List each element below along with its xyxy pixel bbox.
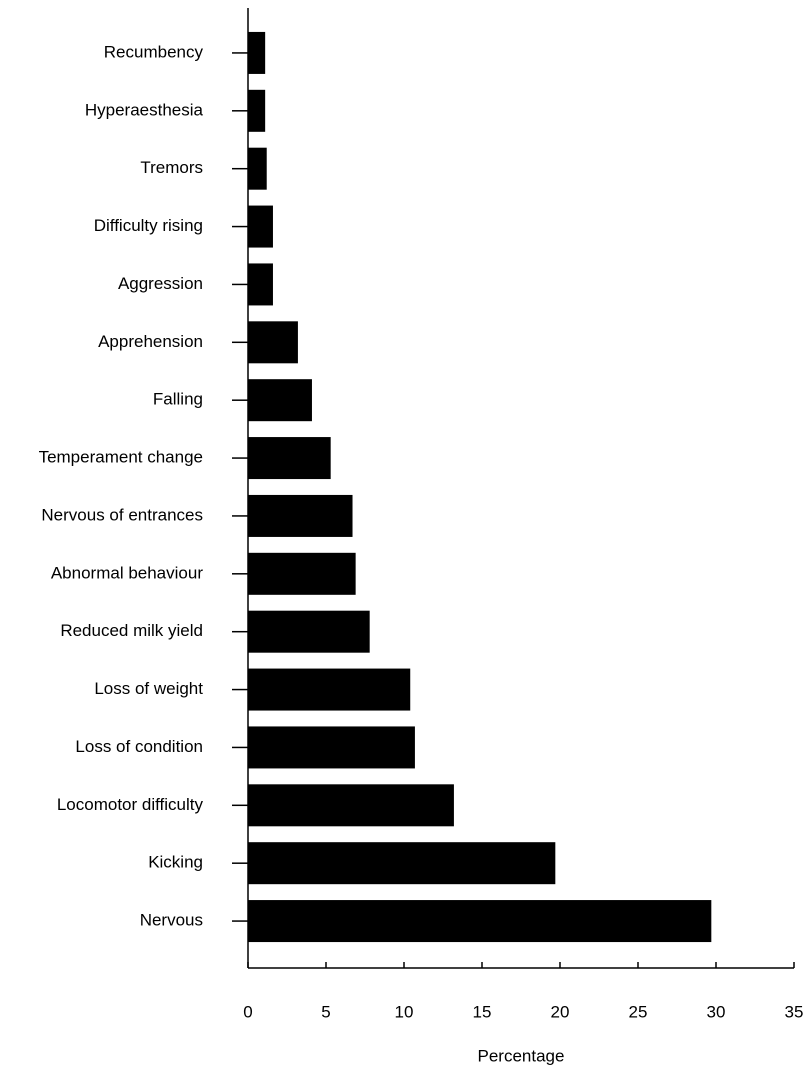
y-tick-label: Difficulty rising [94,216,203,235]
y-tick-label: Apprehension [98,332,203,351]
bar [248,89,266,132]
x-tick-label: 20 [551,1002,570,1021]
bar [248,726,415,769]
y-tick-label: Aggression [118,274,203,293]
y-tick-label: Temperament change [39,448,203,467]
bar [248,321,298,364]
bar [248,610,370,653]
y-tick-label: Falling [153,390,203,409]
bar [248,263,273,306]
bar [248,31,266,74]
x-axis-title: Percentage [478,1046,565,1065]
y-tick-label: Abnormal behaviour [51,563,203,582]
y-tick-label: Hyperaesthesia [85,100,204,119]
y-tick-label: Nervous of entrances [41,505,203,524]
x-tick-label: 5 [321,1002,330,1021]
x-tick-label: 30 [707,1002,726,1021]
y-tick-label: Locomotor difficulty [57,795,204,814]
y-tick-label: Tremors [140,158,203,177]
x-tick-label: 25 [629,1002,648,1021]
y-tick-label: Reduced milk yield [60,621,203,640]
bar [248,494,353,537]
bar [248,379,312,422]
x-tick-label: 10 [395,1002,414,1021]
bar [248,552,356,595]
y-tick-label: Kicking [148,853,203,872]
y-tick-label: Loss of weight [94,679,203,698]
x-tick-label: 0 [243,1002,252,1021]
bar [248,842,556,885]
bar [248,668,411,711]
bar [248,437,331,480]
bar [248,205,273,248]
bar [248,147,267,190]
y-tick-label: Nervous [140,911,203,930]
x-tick-label: 35 [785,1002,804,1021]
bar [248,784,454,827]
y-tick-label: Recumbency [104,42,204,61]
x-tick-label: 15 [473,1002,492,1021]
y-tick-label: Loss of condition [75,737,203,756]
bar [248,900,712,943]
